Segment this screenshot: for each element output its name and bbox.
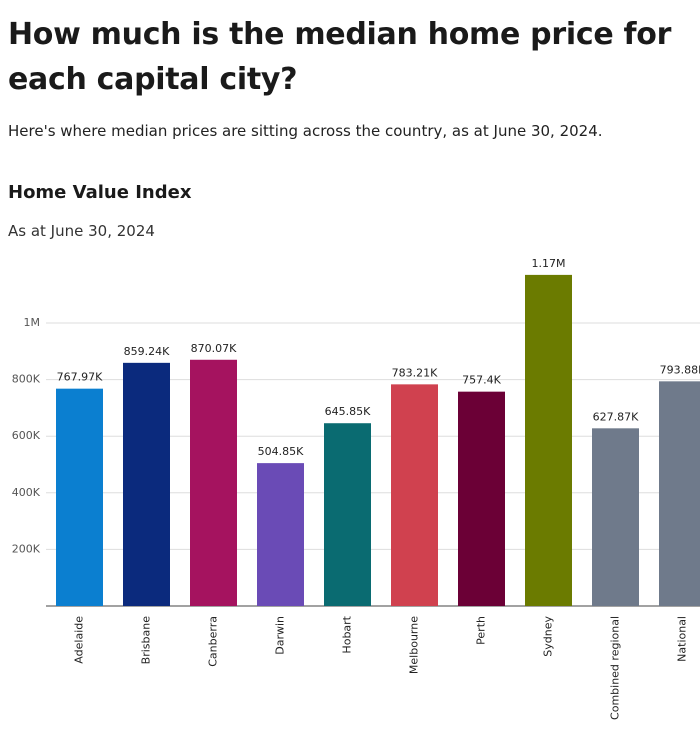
bar (391, 384, 438, 606)
page-subtitle: Here's where median prices are sitting a… (8, 122, 603, 140)
chart-subtitle: As at June 30, 2024 (8, 222, 155, 240)
bar (525, 274, 572, 606)
bar (190, 359, 237, 606)
value-label: 1.17M (532, 257, 566, 270)
x-tick-label: Brisbane (140, 616, 153, 665)
page-title: How much is the median home price for ea… (8, 17, 672, 97)
bar (458, 391, 505, 606)
x-tick-label: National (676, 616, 689, 662)
x-tick-label: Canberra (207, 616, 220, 667)
value-label: 767.97K (57, 371, 103, 384)
x-tick-label: Adelaide (73, 616, 86, 664)
bar (56, 388, 103, 606)
value-label: 627.87K (593, 410, 639, 423)
value-label: 793.88K (660, 363, 700, 376)
x-tick-label: Darwin (274, 616, 287, 655)
bar (324, 423, 371, 606)
x-tick-label: Melbourne (408, 616, 421, 674)
chart-title: Home Value Index (8, 182, 192, 203)
x-tick-label: Combined regional (609, 616, 622, 720)
y-tick-label: 200K (12, 542, 41, 555)
y-tick-label: 1M (24, 316, 41, 329)
value-label: 645.85K (325, 405, 371, 418)
bar (659, 381, 700, 606)
x-tick-label: Sydney (542, 616, 555, 657)
chart: 200K 400K 600K 800K 1M Adelaide 767.97K Brisban… (12, 257, 700, 720)
y-tick-label: 600K (12, 429, 41, 442)
bar (592, 428, 639, 606)
bar (123, 362, 170, 606)
x-tick-label: Perth (475, 616, 488, 645)
y-tick-label: 800K (12, 373, 41, 386)
value-label: 870.07K (191, 342, 237, 355)
x-tick-label: Hobart (341, 615, 354, 653)
value-label: 757.4K (462, 374, 501, 387)
value-label: 504.85K (258, 445, 304, 458)
y-tick-label: 400K (12, 486, 41, 499)
value-label: 783.21K (392, 366, 438, 379)
bar (257, 463, 304, 606)
value-label: 859.24K (124, 345, 170, 358)
